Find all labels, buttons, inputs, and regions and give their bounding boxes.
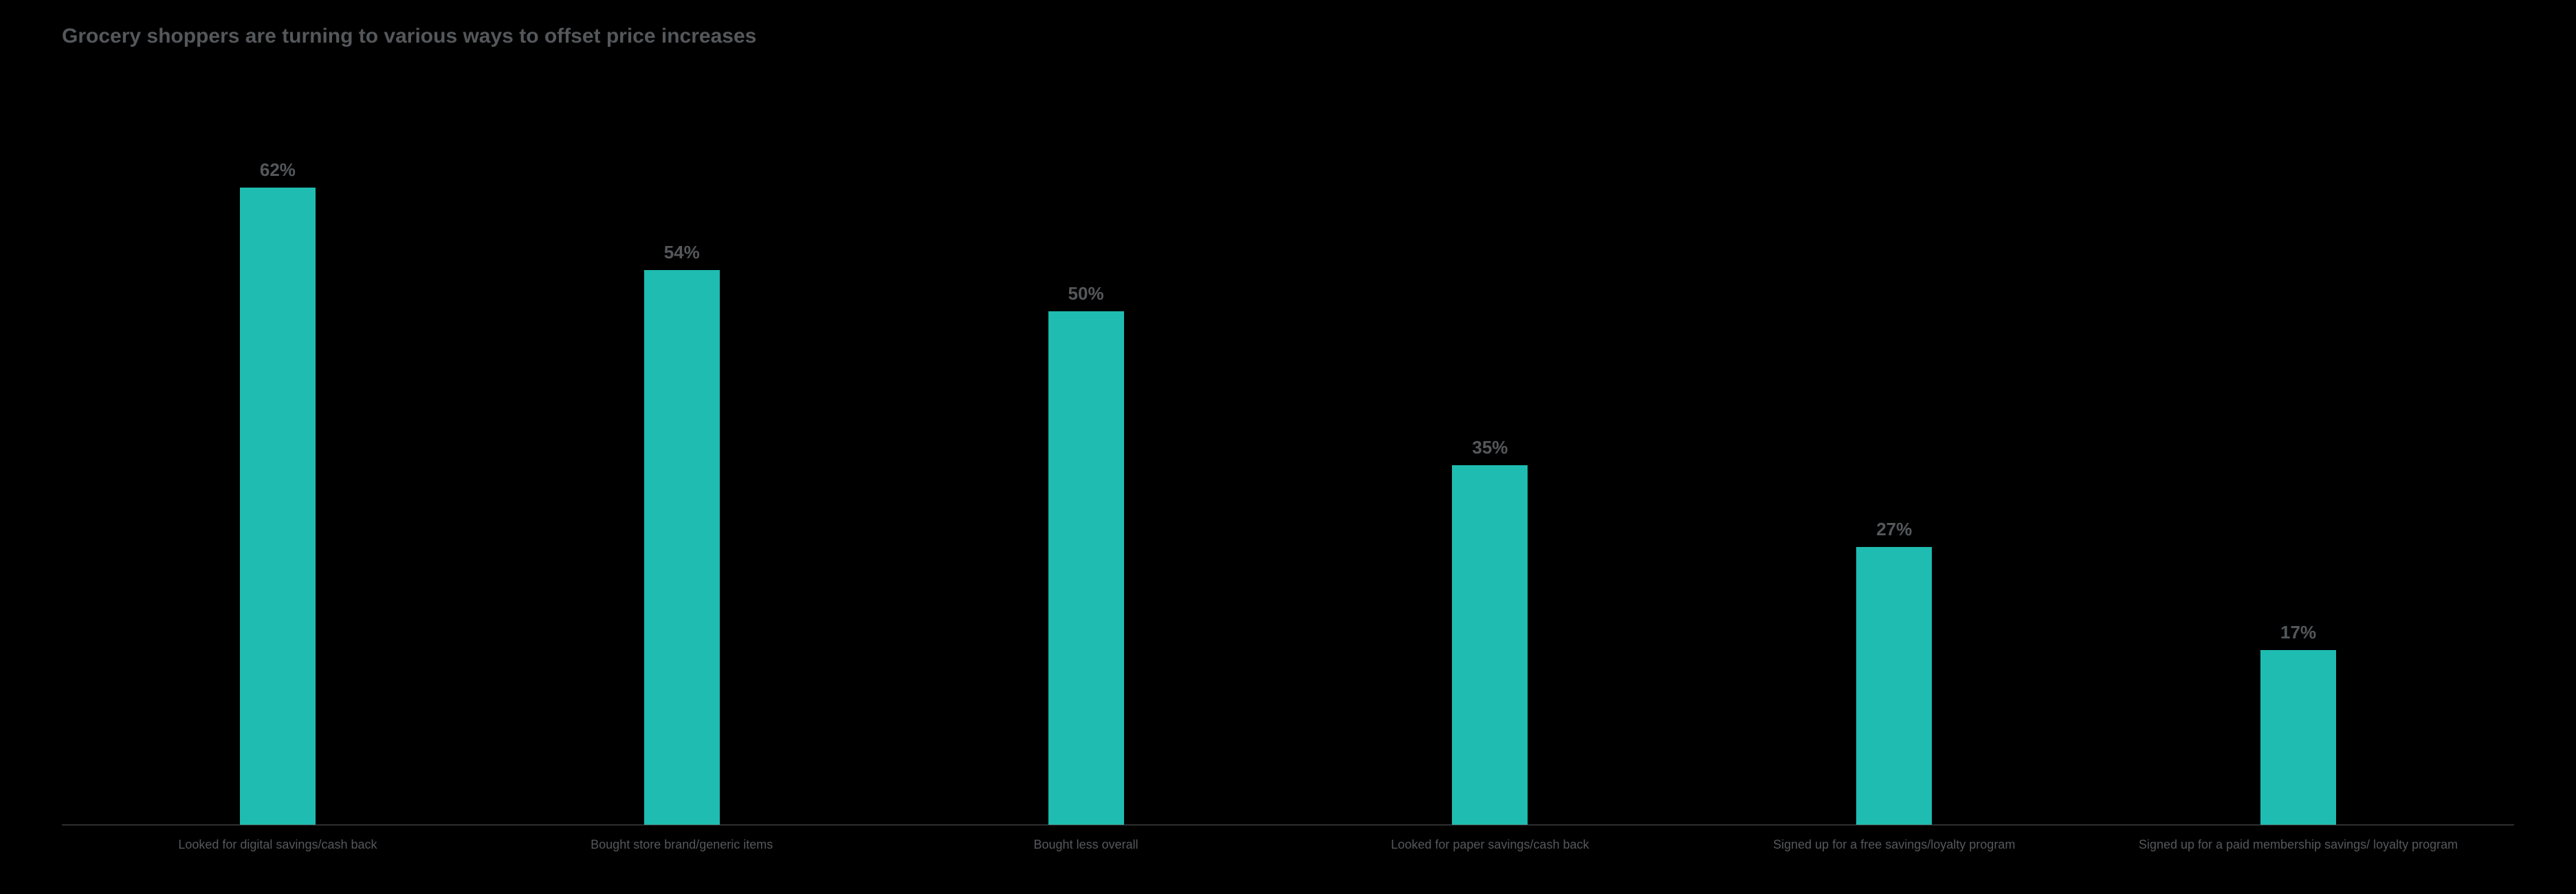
category-label: Bought less overall: [884, 836, 1288, 853]
bar-group: 17%: [2096, 76, 2500, 825]
bar-group: 54%: [480, 76, 884, 825]
category-label: Looked for paper savings/cash back: [1288, 836, 1692, 853]
category-labels-row: Looked for digital savings/cash back Bou…: [62, 825, 2514, 853]
bar-group: 50%: [884, 76, 1288, 825]
bars-row: 62% 54% 50% 35% 27% 17%: [62, 76, 2514, 825]
bar-value-label: 50%: [1068, 283, 1104, 304]
bar-value-label: 27%: [1876, 519, 1912, 540]
bar: [1452, 465, 1528, 825]
category-label: Bought store brand/generic items: [480, 836, 884, 853]
category-label: Looked for digital savings/cash back: [76, 836, 480, 853]
bar: [2260, 650, 2336, 825]
bar-group: 27%: [1692, 76, 2096, 825]
bar-group: 35%: [1288, 76, 1692, 825]
category-label: Signed up for a free savings/loyalty pro…: [1692, 836, 2096, 853]
bar-value-label: 62%: [260, 159, 296, 181]
bar: [644, 270, 720, 825]
bar-value-label: 54%: [664, 242, 700, 263]
plot-area: 62% 54% 50% 35% 27% 17%: [62, 76, 2514, 825]
chart-title: Grocery shoppers are turning to various …: [62, 25, 2514, 48]
bar-value-label: 35%: [1472, 437, 1508, 458]
bar: [1856, 547, 1932, 824]
bar-value-label: 17%: [2280, 622, 2316, 643]
bar: [240, 188, 316, 824]
bar: [1048, 311, 1124, 825]
category-label: Signed up for a paid membership savings/…: [2096, 836, 2500, 853]
bar-chart: Grocery shoppers are turning to various …: [0, 0, 2576, 894]
bar-group: 62%: [76, 76, 480, 825]
